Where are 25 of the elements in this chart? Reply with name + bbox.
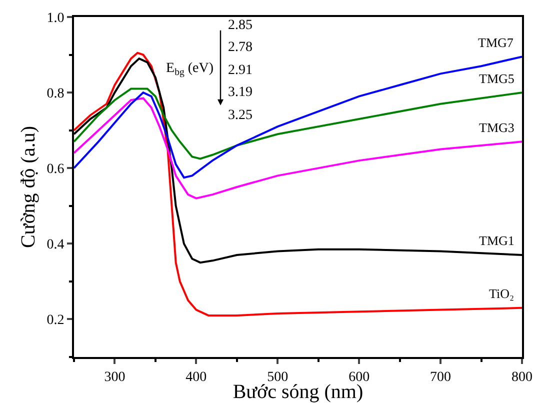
y-tick-label: 1.0 <box>46 10 64 26</box>
x-tick-label: 400 <box>186 370 207 385</box>
y-tick-label: 0.2 <box>46 313 64 328</box>
y-axis-title: Cường độ (a.u) <box>18 126 40 248</box>
x-tick-label: 800 <box>512 370 532 385</box>
x-tick-label: 300 <box>104 370 126 385</box>
line-series <box>74 97 522 200</box>
annotation: E$_{bg}$ (eV) <box>166 61 214 78</box>
x-tick-label: 700 <box>430 370 452 385</box>
y-tick-label: 0.8 <box>46 86 64 102</box>
series-label: TMG5 <box>479 71 514 86</box>
annotation: 2.91 <box>228 63 252 78</box>
annotation: 3.25 <box>228 108 252 123</box>
series-label: TMG7 <box>478 35 514 50</box>
series-label: TiO₂ <box>489 286 514 301</box>
line-series <box>74 52 522 316</box>
y-tick-label: 0.6 <box>46 162 64 178</box>
y-tick-label: 0.4 <box>46 238 64 253</box>
line-series <box>74 56 522 179</box>
series-label: TMG3 <box>479 120 514 135</box>
annotation: 3.19 <box>228 85 252 100</box>
series-label: TMG1 <box>479 233 514 248</box>
annotation: 2.78 <box>228 40 252 55</box>
annotation: 2.85 <box>228 18 252 33</box>
line-series <box>74 88 522 160</box>
